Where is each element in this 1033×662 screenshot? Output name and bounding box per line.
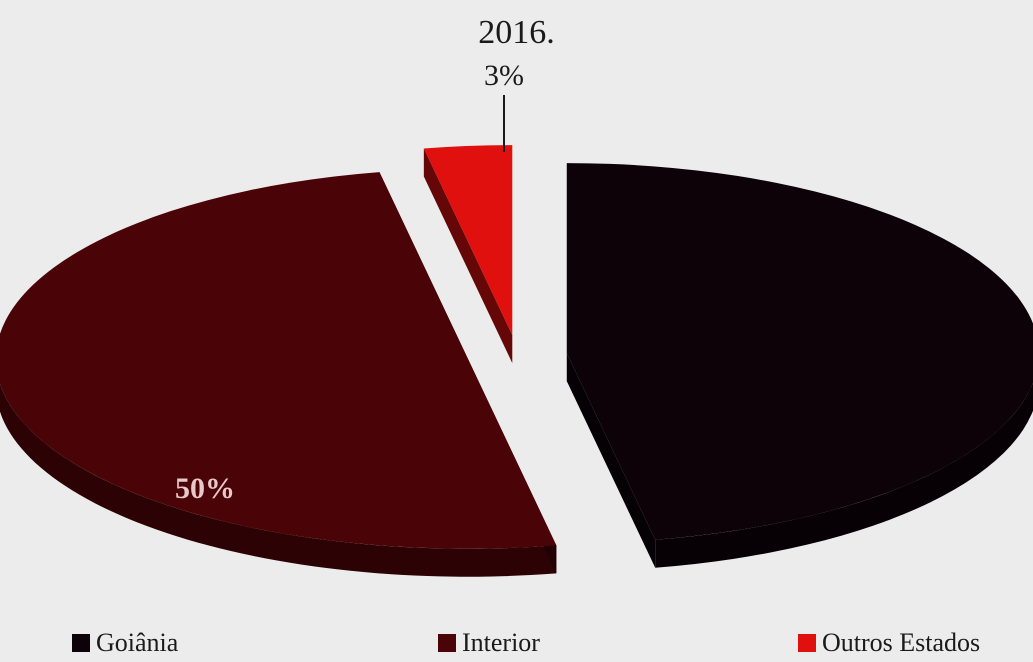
- legend-item-goiania: Goiânia: [72, 628, 178, 658]
- legend-swatch-interior: [438, 634, 456, 652]
- data-label-outros-estados: 3%: [484, 59, 524, 92]
- slice-interior: [0, 172, 557, 549]
- legend: Goiânia Interior Outros Estados: [0, 628, 1033, 662]
- slice-side-interior: [0, 383, 557, 577]
- legend-label-outros-estados: Outros Estados: [822, 628, 981, 657]
- slice-wall-outros-estados-0: [423, 148, 513, 364]
- legend-swatch-outros-estados: [798, 634, 816, 652]
- legend-item-outros-estados: Outros Estados: [798, 628, 980, 658]
- data-label-interior: 50%: [175, 472, 235, 505]
- legend-swatch-goiania: [72, 634, 90, 652]
- slice-wall-goiania-1: [566, 353, 656, 568]
- legend-item-interior: Interior: [438, 628, 540, 658]
- slice-goiania: [566, 163, 1033, 540]
- legend-label-goiania: Goiânia: [96, 628, 179, 657]
- chart-title: 2016.: [478, 14, 555, 51]
- slice-outros-estados: [423, 145, 513, 336]
- legend-label-interior: Interior: [462, 628, 540, 657]
- slice-side-goiania: [655, 382, 1033, 568]
